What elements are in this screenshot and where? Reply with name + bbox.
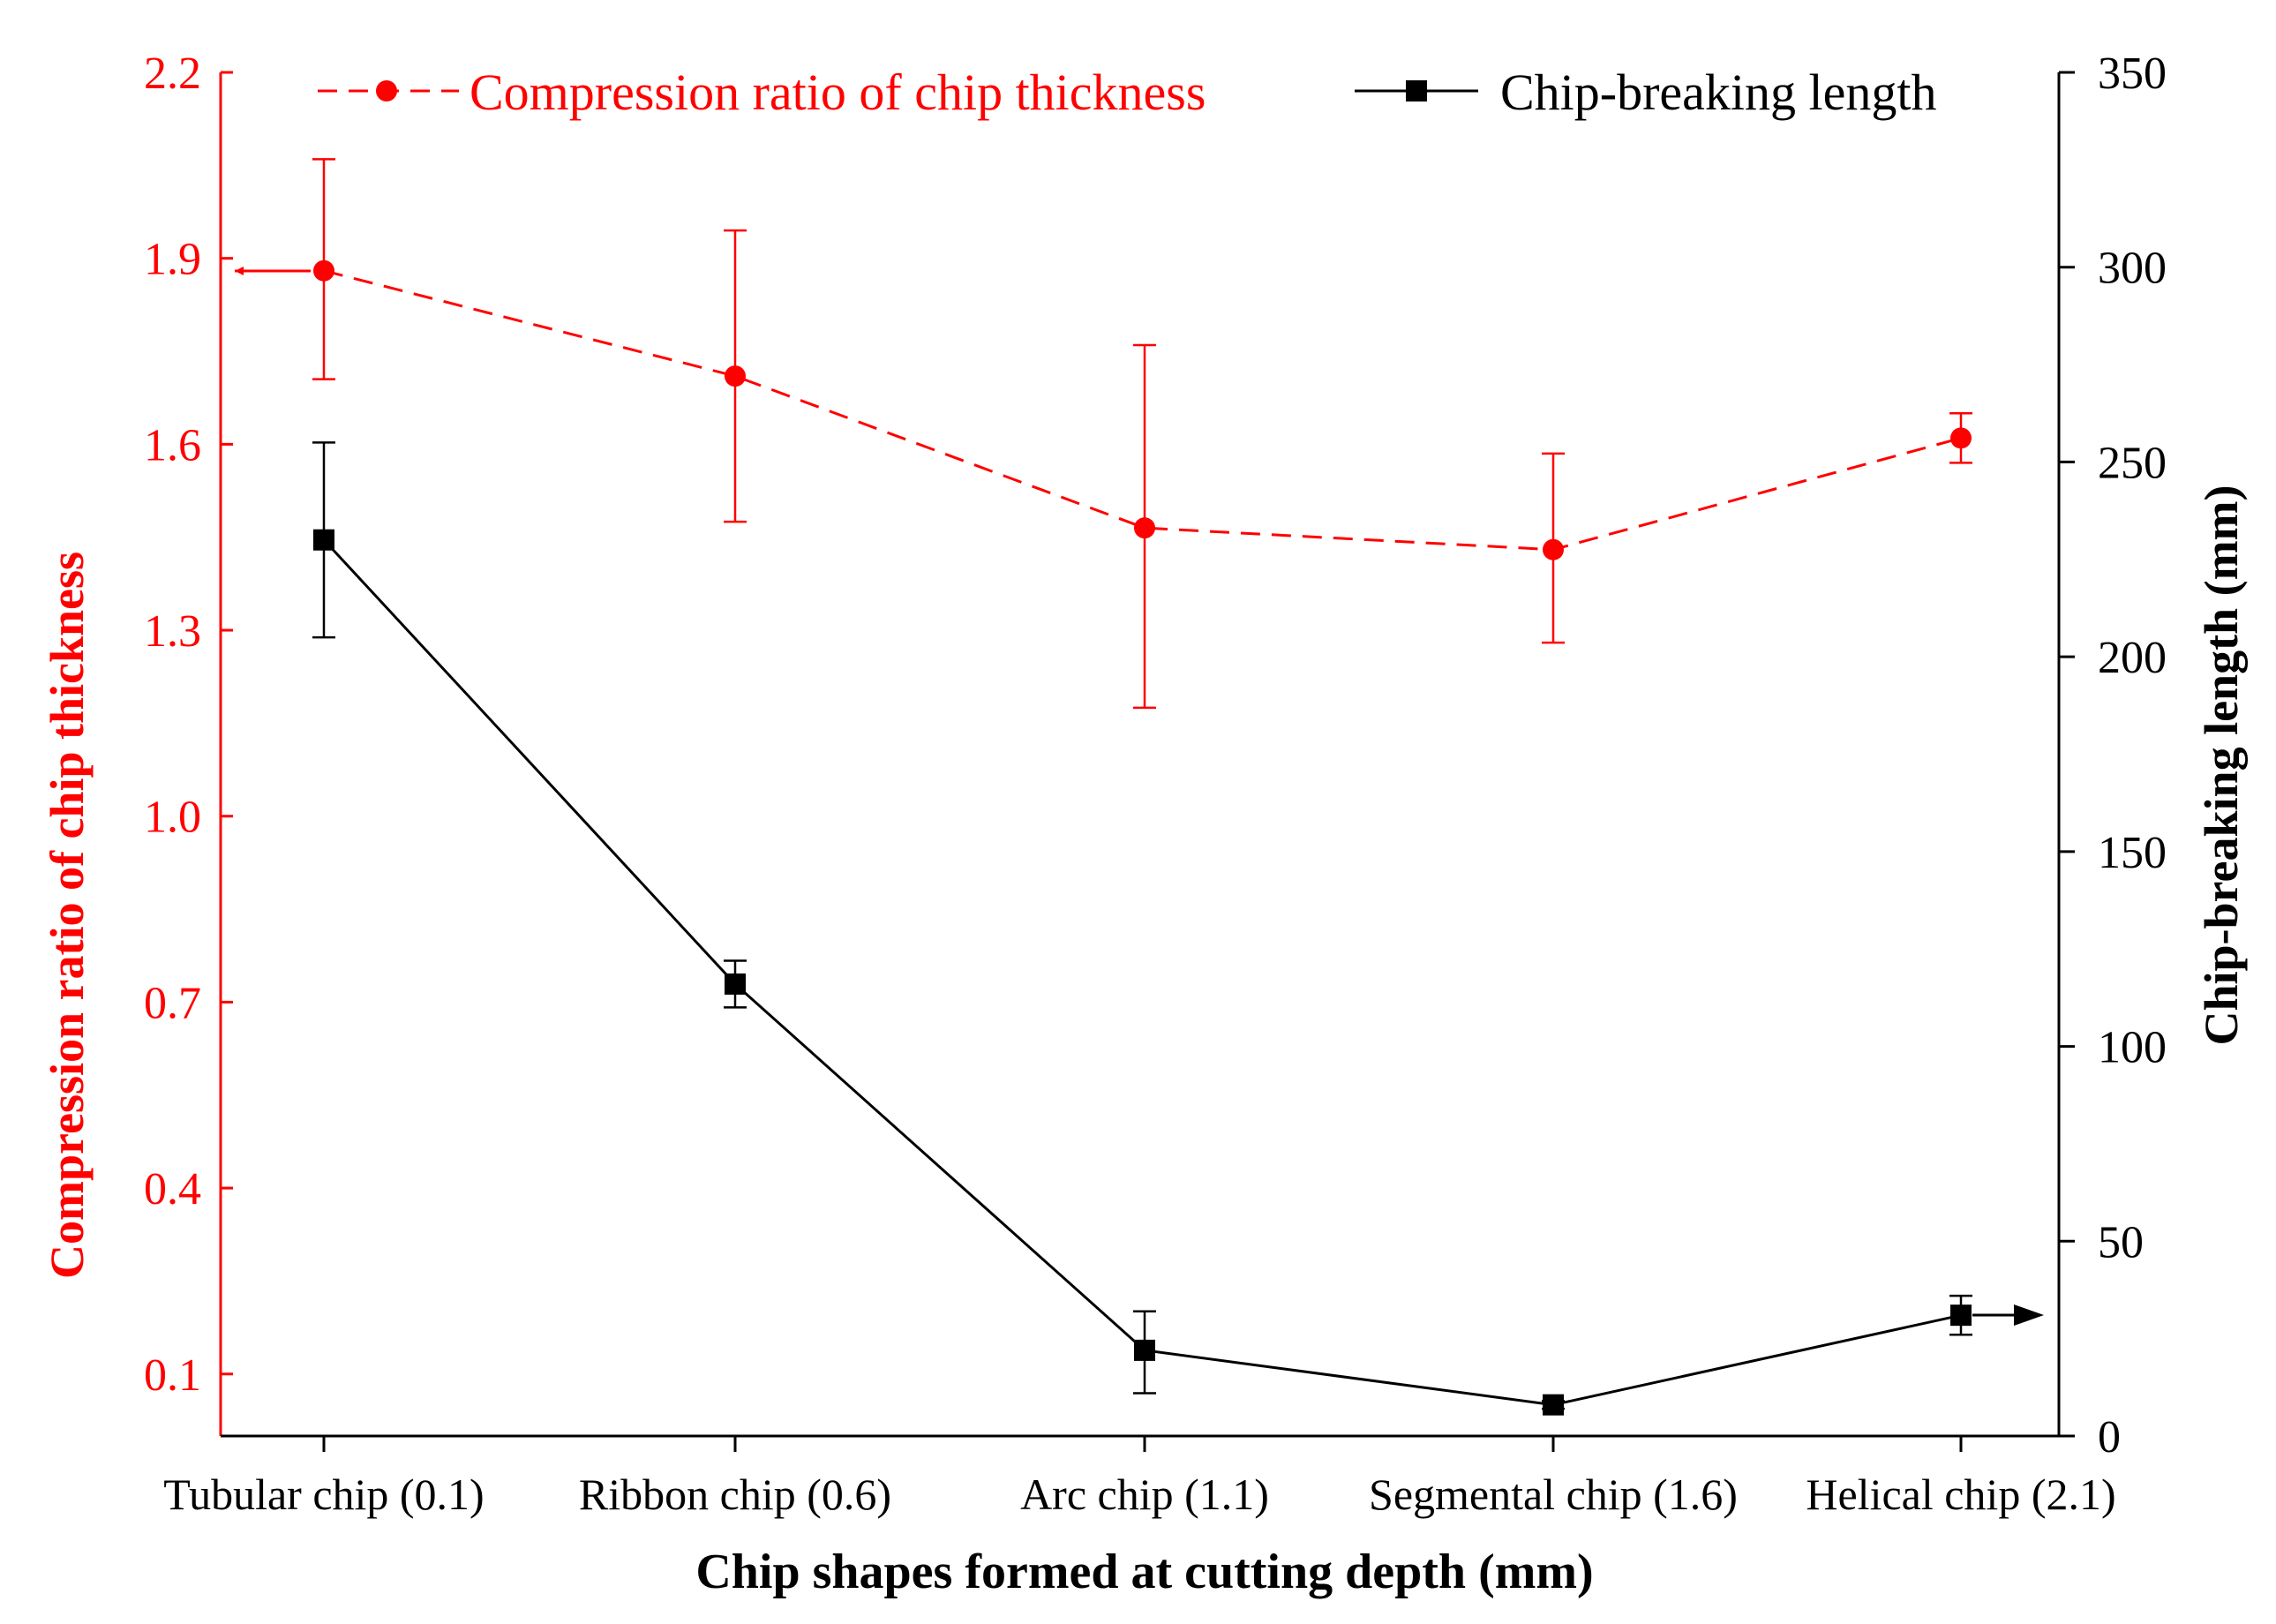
left-tick-label: 1.9 (144, 235, 201, 285)
x-axis-title: Chip shapes formed at cutting depth (mm) (695, 1545, 1593, 1599)
series-line (323, 269, 1962, 552)
series-compression-ratio (312, 158, 1972, 710)
left-tick-label: 1.3 (144, 606, 201, 657)
left-tick-label: 1.6 (144, 420, 201, 470)
data-point (1950, 427, 1972, 449)
data-point (1543, 1394, 1564, 1416)
right-tick-label: 250 (2098, 438, 2167, 488)
x-tick-label: Ribbon chip (0.6) (579, 1470, 891, 1519)
right-tick-label: 200 (2098, 633, 2167, 683)
left-tick-label: 0.7 (144, 978, 201, 1028)
legend-swatch-marker-length (1406, 80, 1427, 102)
data-point (1134, 1339, 1155, 1361)
right-axis-title: Chip-breaking length (mm) (2195, 485, 2248, 1045)
left-axis-ticks: 0.1 0.4 0.7 1.0 1.3 1.6 1.9 2.2 (144, 49, 233, 1401)
x-axis-ticks: Tubular chip (0.1) Ribbon chip (0.6) Arc c… (163, 1436, 2116, 1519)
right-axis-ticks: 0 50 100 150 200 250 300 350 (2059, 49, 2167, 1462)
data-point (1950, 1304, 1972, 1327)
data-point (1543, 538, 1564, 560)
data-point (313, 259, 334, 282)
legend: Compression ratio of chip thickness Chip… (318, 64, 1937, 121)
legend-label-length: Chip-breaking length (1500, 64, 1937, 121)
series-chip-breaking-length (312, 441, 1972, 1416)
left-axis-title: Compression ratio of chip thickness (41, 552, 94, 1279)
x-tick-label: Segmental chip (1.6) (1369, 1470, 1738, 1519)
left-tick-label: 1.0 (144, 793, 201, 843)
data-point (725, 365, 746, 387)
left-tick-label: 2.2 (144, 49, 201, 99)
right-tick-label: 50 (2098, 1217, 2144, 1267)
series-line (322, 538, 1962, 1407)
right-tick-label: 150 (2098, 828, 2167, 878)
annotations (235, 267, 2044, 1326)
arrow-to-right-axis (1972, 1304, 2044, 1326)
right-tick-label: 300 (2098, 244, 2167, 294)
left-tick-label: 0.1 (144, 1350, 201, 1401)
legend-swatch-marker-compression (376, 80, 397, 102)
data-point (313, 529, 334, 551)
left-tick-label: 0.4 (144, 1164, 201, 1214)
x-tick-label: Helical chip (2.1) (1806, 1470, 2115, 1519)
right-tick-label: 350 (2098, 49, 2167, 99)
axes (219, 72, 2061, 1438)
x-tick-label: Tubular chip (0.1) (163, 1470, 484, 1519)
x-tick-label: Arc chip (1.1) (1020, 1470, 1269, 1519)
right-tick-label: 0 (2098, 1412, 2121, 1462)
legend-label-compression: Compression ratio of chip thickness (469, 64, 1206, 121)
data-point (1134, 517, 1155, 539)
right-tick-label: 100 (2098, 1023, 2167, 1073)
data-point (725, 973, 746, 995)
